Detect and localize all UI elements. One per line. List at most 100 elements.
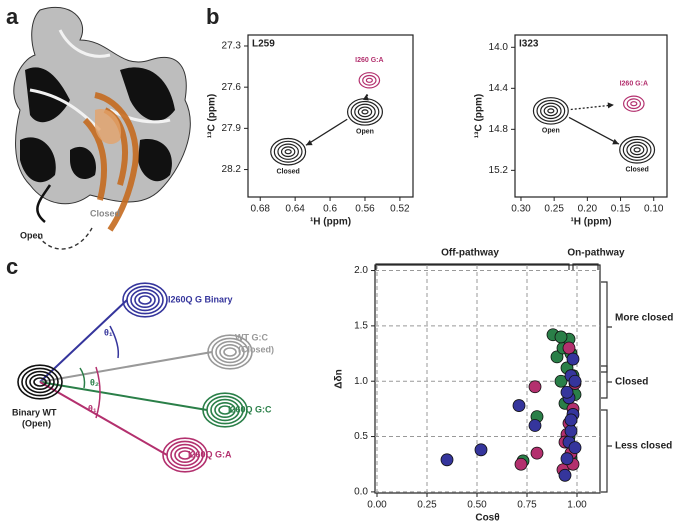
x-tick-label: 1.00 (567, 500, 587, 511)
contour-ring (162, 437, 208, 473)
peak-contour (350, 100, 380, 123)
peak-contour (358, 72, 381, 89)
peak-contour (346, 98, 383, 126)
point (512, 399, 526, 412)
contour-ring (21, 367, 59, 397)
peak-contour (626, 98, 642, 110)
x-tick-label: 0.00 (367, 500, 387, 511)
state-label: Closed (90, 208, 120, 218)
x-tick-label: 0.10 (644, 204, 664, 215)
peak-contour (633, 147, 641, 153)
connector (39, 351, 213, 383)
peak-contour (280, 146, 296, 158)
point (564, 413, 578, 427)
plot-frame (374, 264, 601, 494)
contour-ring (174, 446, 196, 463)
peak-label: I260 G:A (355, 57, 383, 64)
connector (39, 381, 168, 456)
contour-ring (202, 392, 248, 428)
peak-contour (357, 106, 373, 118)
contour-ring (166, 440, 204, 470)
x-tick-label: 0.20 (578, 204, 598, 215)
y-tick-label: 15.2 (489, 165, 509, 176)
peak-contour (362, 74, 377, 86)
connector (39, 381, 208, 411)
point (530, 446, 544, 460)
contour-ring (17, 364, 63, 400)
y-tick-label: 2.0 (354, 265, 368, 276)
x-tick-label: 0.50 (467, 500, 487, 511)
point (440, 453, 454, 467)
brackets (375, 263, 612, 493)
point (566, 352, 580, 366)
y-tick-label: 14.0 (489, 42, 509, 53)
contour-ring (122, 282, 168, 318)
x-tick-label: 0.6 (323, 204, 337, 215)
x-tick-label: 0.30 (511, 204, 531, 215)
point (474, 443, 488, 457)
panel-label: c (6, 254, 18, 279)
plot-frame (247, 34, 414, 198)
contour-ring (218, 405, 232, 415)
peak-contour (536, 99, 566, 122)
chart-title: I323 (519, 39, 539, 50)
y-tick-label: 14.4 (489, 83, 509, 94)
shift-arrow (570, 104, 614, 111)
contour-ring (170, 443, 200, 467)
peak-contour (543, 105, 559, 117)
angle-diagram (17, 282, 253, 473)
peak-contour (354, 103, 376, 121)
peak-contour (623, 95, 645, 112)
peak-contour (547, 108, 555, 114)
contour-ring (134, 291, 156, 308)
x-axis-label: ¹H (ppm) (310, 217, 351, 228)
point (562, 341, 576, 355)
point (528, 380, 542, 394)
peak-contour (540, 102, 562, 120)
y-tick-label: 28.2 (222, 164, 242, 175)
x-tick-label: 0.25 (544, 204, 564, 215)
chart-title: L259 (252, 39, 275, 50)
y-tick-label: 1.5 (354, 321, 368, 332)
contour-ring (207, 334, 253, 370)
contour-ring (138, 295, 152, 305)
y-axis-label: Δδn (334, 369, 345, 388)
y-axis-label: ¹³C (ppm) (207, 94, 218, 138)
connector (39, 299, 128, 383)
bracket-label: Less closed (615, 441, 672, 452)
node-label: I260Q G:A (188, 449, 232, 459)
y-tick-label: 0.5 (354, 431, 368, 442)
peak-label: Open (356, 129, 374, 136)
peak-contour (622, 138, 652, 161)
peak-contour (284, 149, 292, 155)
peak-label: Closed (276, 169, 299, 176)
point (558, 468, 572, 482)
point (560, 385, 574, 399)
x-tick-label: 0.64 (285, 204, 305, 215)
point (568, 441, 582, 455)
bracket-label: Closed (615, 377, 648, 388)
peak-contour (532, 97, 569, 125)
contour-ring (25, 370, 55, 394)
x-tick-label: 0.15 (611, 204, 631, 215)
contour-ring (29, 373, 51, 390)
shift-arrow (568, 116, 620, 145)
x-tick-label: 0.52 (390, 204, 410, 215)
contour-ring (211, 337, 249, 367)
angle-label: θ₁ (88, 403, 97, 413)
node-label: WT G:C (235, 332, 268, 342)
arrow-head (612, 138, 619, 145)
shift-arrow (305, 118, 348, 146)
x-tick-label: 0.56 (355, 204, 375, 215)
peak-contour (365, 77, 373, 83)
node-label: (Closed) (238, 344, 274, 354)
node-label: Binary WT (12, 407, 57, 417)
y-tick-label: 14.8 (489, 124, 509, 135)
y-tick-label: 1.0 (354, 376, 368, 387)
contour-ring (215, 340, 245, 364)
arrow-head (305, 139, 313, 146)
contour-ring (223, 347, 237, 357)
contour-ring (33, 377, 47, 387)
point (550, 350, 564, 364)
